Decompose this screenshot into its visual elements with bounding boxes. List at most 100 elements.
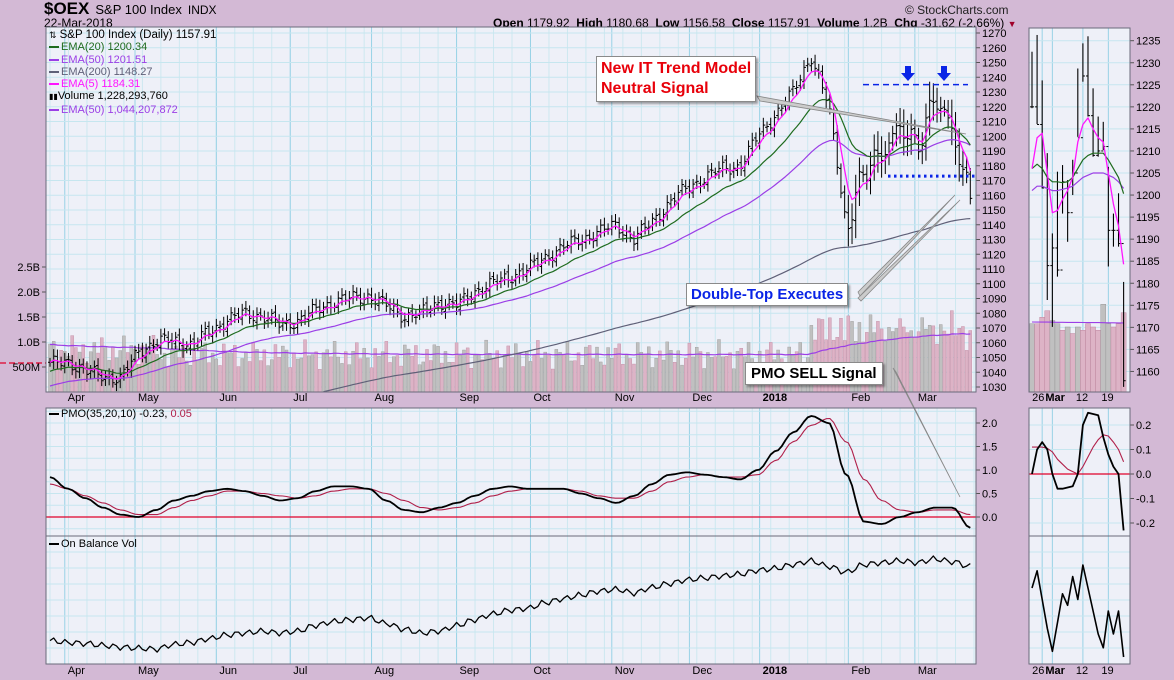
x-axis-label: Feb bbox=[851, 392, 870, 404]
x-axis-label: Dec bbox=[692, 392, 712, 404]
panel-border bbox=[45, 535, 977, 665]
price-bar bbox=[875, 131, 880, 173]
volume-bar bbox=[192, 348, 196, 393]
volume-bar bbox=[521, 366, 525, 393]
price-bar bbox=[162, 328, 167, 341]
volume-bar bbox=[410, 355, 414, 393]
volume-bar bbox=[684, 358, 688, 393]
zoom-volume-bar bbox=[1034, 323, 1040, 393]
volume-bar bbox=[713, 356, 717, 393]
price-tick-label: 1140 bbox=[982, 220, 1006, 232]
volume-bar bbox=[207, 362, 211, 393]
volume-bar bbox=[506, 345, 511, 393]
down-arrow-icon bbox=[937, 66, 951, 81]
volume-bar bbox=[159, 359, 163, 393]
price-tick-label: 1110 bbox=[982, 264, 1005, 276]
ticker-symbol: $OEX bbox=[44, 0, 90, 18]
price-bar bbox=[672, 192, 677, 208]
zoom-volume-bar bbox=[1080, 330, 1086, 393]
volume-bar bbox=[883, 340, 887, 393]
volume-bar bbox=[395, 355, 400, 393]
price-tick-label: 1130 bbox=[982, 235, 1006, 247]
price-bar bbox=[325, 296, 330, 314]
volume-bar bbox=[173, 345, 178, 393]
volume-bar bbox=[258, 360, 263, 393]
volume-bar bbox=[709, 357, 714, 393]
volume-bar bbox=[262, 349, 267, 393]
volume-bar bbox=[188, 365, 193, 393]
volume-bar bbox=[417, 364, 422, 393]
price-bar bbox=[838, 163, 843, 199]
pmo-legend: PMO(35,20,10) -0.23, 0.05 bbox=[49, 408, 192, 420]
pmo-line bbox=[49, 415, 971, 529]
price-bar bbox=[776, 103, 781, 121]
price-tick-label: 1170 bbox=[982, 176, 1006, 188]
price-bar bbox=[850, 203, 855, 245]
price-bar bbox=[70, 355, 75, 376]
volume-bar bbox=[244, 352, 248, 393]
volume-bar bbox=[658, 350, 662, 393]
price-bar bbox=[73, 361, 78, 379]
price-bar bbox=[602, 217, 607, 237]
zoom-volume-bar bbox=[1075, 326, 1081, 393]
price-tick-label: 1250 bbox=[982, 58, 1006, 70]
zoom-volume-bar bbox=[1069, 333, 1076, 393]
panel-border bbox=[1028, 27, 1131, 393]
volume-bar bbox=[491, 358, 496, 393]
volume-bar bbox=[643, 353, 647, 393]
price-bar bbox=[484, 281, 489, 299]
volume-bar bbox=[702, 368, 706, 393]
copyright[interactable]: © StockCharts.com bbox=[905, 3, 1009, 17]
volume-bar bbox=[284, 349, 289, 393]
zoom-volume-bar bbox=[1044, 310, 1051, 393]
ticker-name: S&P 100 Index bbox=[95, 2, 182, 17]
zoom-price-bar bbox=[1050, 233, 1055, 327]
legend-ema50: EMA(50) 1201.51 bbox=[49, 54, 216, 66]
price-tick-label: 1070 bbox=[982, 323, 1006, 335]
it-trend-annotation: New IT Trend Model Neutral Signal bbox=[596, 56, 757, 102]
volume-bar bbox=[358, 358, 363, 393]
zoom-x-axis-label: 19 bbox=[1101, 392, 1113, 404]
zoom-volume-bar bbox=[1105, 323, 1112, 393]
volume-bar bbox=[525, 351, 529, 393]
volume-bar bbox=[477, 354, 481, 393]
volume-tick-label: 1.0B bbox=[17, 337, 40, 349]
zoom-price-tick-label: 1185 bbox=[1136, 256, 1160, 268]
price-bar bbox=[598, 219, 603, 238]
price-bar bbox=[388, 298, 393, 316]
volume-bar bbox=[558, 352, 562, 393]
x-axis-label: Sep bbox=[460, 392, 480, 404]
x-axis-label: Mar bbox=[918, 392, 937, 404]
x-axis-label: Mar bbox=[918, 665, 937, 677]
zoom-price-tick-label: 1210 bbox=[1136, 146, 1160, 158]
price-tick-label: 1270 bbox=[982, 28, 1006, 40]
price-bar bbox=[668, 193, 673, 210]
volume-bar bbox=[473, 354, 477, 393]
volume-bar bbox=[266, 365, 270, 393]
price-bar bbox=[916, 127, 921, 160]
legend-ema5: EMA(5) 1184.31 bbox=[49, 78, 216, 90]
price-bar bbox=[188, 334, 193, 356]
volume-bar bbox=[162, 352, 167, 393]
x-axis-label: Sep bbox=[460, 665, 480, 677]
volume-bar bbox=[288, 367, 292, 393]
volume-bar bbox=[480, 359, 485, 393]
price-tick-label: 1100 bbox=[982, 279, 1006, 291]
price-tick-label: 1150 bbox=[982, 205, 1006, 217]
down-arrow-icon bbox=[901, 66, 915, 81]
ticker-exchange: INDX bbox=[187, 3, 217, 17]
price-bar bbox=[310, 298, 315, 319]
price-bar bbox=[51, 349, 56, 370]
zoom-volume-bar bbox=[1039, 317, 1045, 393]
volume-bar bbox=[251, 341, 255, 393]
price-bar bbox=[491, 271, 496, 285]
x-axis-label: Aug bbox=[375, 392, 395, 404]
price-bar bbox=[927, 81, 932, 136]
price-tick-label: 1220 bbox=[982, 102, 1006, 114]
volume-bar bbox=[735, 351, 740, 393]
zoom-price-bar bbox=[1030, 51, 1034, 109]
ohlc-bars-icon: ⇅ bbox=[49, 30, 57, 40]
volume-bar bbox=[935, 343, 939, 393]
callout-pointer bbox=[892, 367, 961, 498]
